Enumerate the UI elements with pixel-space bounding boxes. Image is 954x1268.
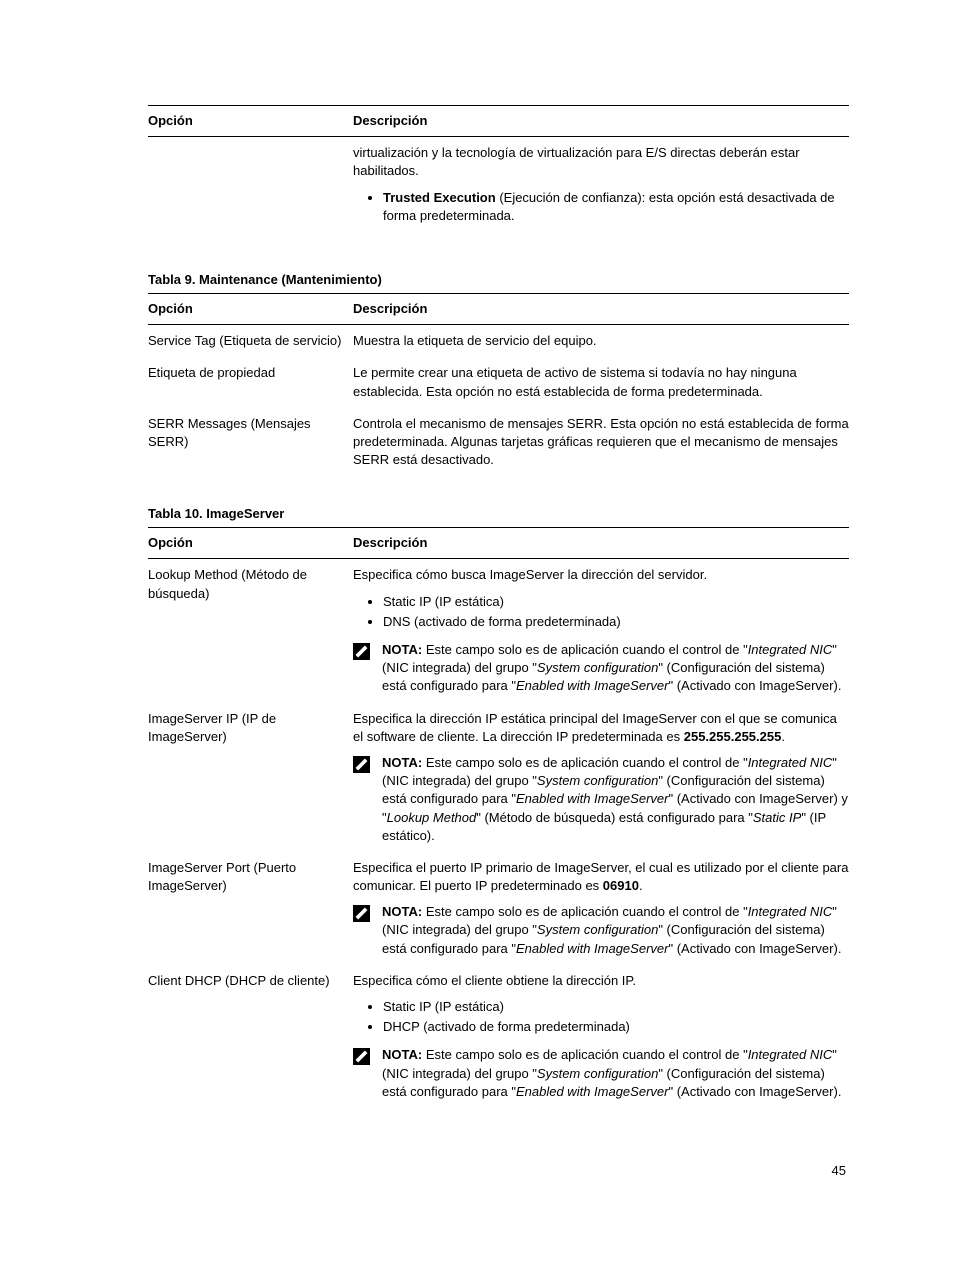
opt-cell: ImageServer Port (Puerto ImageServer) — [148, 859, 353, 958]
table10: Opción Descripción Lookup Method (Método… — [148, 527, 849, 1108]
table-row: Service Tag (Etiqueta de servicio) Muest… — [148, 325, 849, 357]
note-icon — [353, 905, 370, 922]
page-number: 45 — [832, 1163, 846, 1178]
table9: Opción Descripción Service Tag (Etiqueta… — [148, 293, 849, 476]
note-icon — [353, 1048, 370, 1065]
note-block: NOTA: Este campo solo es de aplicación c… — [353, 903, 849, 958]
desc-text: Especifica la dirección IP estática prin… — [353, 710, 849, 746]
desc-intro: Especifica cómo el cliente obtiene la di… — [353, 972, 849, 990]
opt-cell: Etiqueta de propiedad — [148, 364, 353, 400]
desc-cell: Controla el mecanismo de mensajes SERR. … — [353, 415, 849, 470]
note-text: NOTA: Este campo solo es de aplicación c… — [382, 641, 849, 696]
col-header-descripcion: Descripción — [353, 112, 849, 130]
list-item: Static IP (IP estática) — [383, 593, 849, 611]
desc-text: virtualización y la tecnología de virtua… — [353, 144, 849, 180]
table-header: Opción Descripción — [148, 293, 849, 325]
bullet-list: Static IP (IP estática) DHCP (activado d… — [383, 998, 849, 1036]
opt-cell: SERR Messages (Mensajes SERR) — [148, 415, 353, 470]
opt-cell: Lookup Method (Método de búsqueda) — [148, 566, 353, 695]
top-continuation-table: Opción Descripción virtualización y la t… — [148, 105, 849, 242]
table9-caption: Tabla 9. Maintenance (Mantenimiento) — [148, 272, 849, 287]
table-row: Lookup Method (Método de búsqueda) Espec… — [148, 559, 849, 702]
list-item: DHCP (activado de forma predeterminada) — [383, 1018, 849, 1036]
desc-cell: Muestra la etiqueta de servicio del equi… — [353, 332, 849, 350]
opt-cell: ImageServer IP (IP de ImageServer) — [148, 710, 353, 845]
col-header-descripcion: Descripción — [353, 534, 849, 552]
table-row: virtualización y la tecnología de virtua… — [148, 137, 849, 242]
table-row: ImageServer Port (Puerto ImageServer) Es… — [148, 852, 849, 965]
opt-cell: Client DHCP (DHCP de cliente) — [148, 972, 353, 1101]
list-item: DNS (activado de forma predeterminada) — [383, 613, 849, 631]
bullet-list: Trusted Execution (Ejecución de confianz… — [383, 189, 849, 225]
table-row: SERR Messages (Mensajes SERR) Controla e… — [148, 408, 849, 477]
desc-cell: Le permite crear una etiqueta de activo … — [353, 364, 849, 400]
table-row: Etiqueta de propiedad Le permite crear u… — [148, 357, 849, 407]
note-icon — [353, 756, 370, 773]
bullet-list: Static IP (IP estática) DNS (activado de… — [383, 593, 849, 631]
table10-caption: Tabla 10. ImageServer — [148, 506, 849, 521]
desc-text: Especifica el puerto IP primario de Imag… — [353, 859, 849, 895]
note-block: NOTA: Este campo solo es de aplicación c… — [353, 1046, 849, 1101]
note-text: NOTA: Este campo solo es de aplicación c… — [382, 903, 849, 958]
trusted-exec-label: Trusted Execution — [383, 190, 496, 205]
note-text: NOTA: Este campo solo es de aplicación c… — [382, 1046, 849, 1101]
col-header-descripcion: Descripción — [353, 300, 849, 318]
col-header-opcion: Opción — [148, 300, 353, 318]
col-header-opcion: Opción — [148, 112, 353, 130]
note-block: NOTA: Este campo solo es de aplicación c… — [353, 754, 849, 845]
table-header: Opción Descripción — [148, 527, 849, 559]
desc-intro: Especifica cómo busca ImageServer la dir… — [353, 566, 849, 584]
table-row: Client DHCP (DHCP de cliente) Especifica… — [148, 965, 849, 1108]
opt-cell: Service Tag (Etiqueta de servicio) — [148, 332, 353, 350]
table-header: Opción Descripción — [148, 105, 849, 137]
note-icon — [353, 643, 370, 660]
col-header-opcion: Opción — [148, 534, 353, 552]
note-text: NOTA: Este campo solo es de aplicación c… — [382, 754, 849, 845]
note-block: NOTA: Este campo solo es de aplicación c… — [353, 641, 849, 696]
list-item: Static IP (IP estática) — [383, 998, 849, 1016]
table-row: ImageServer IP (IP de ImageServer) Espec… — [148, 703, 849, 852]
